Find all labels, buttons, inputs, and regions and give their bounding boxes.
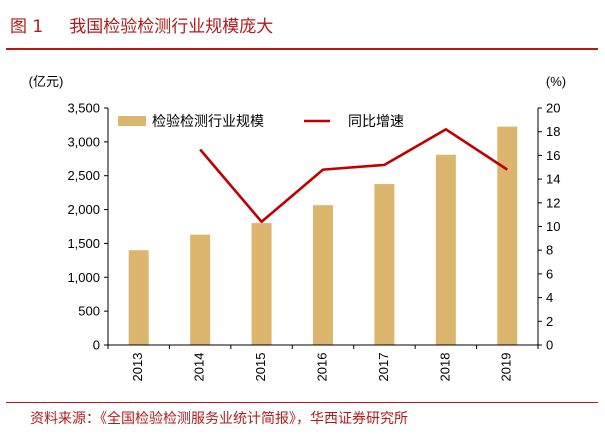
x-tick-label: 2014 bbox=[192, 353, 207, 382]
right-tick-label: 16 bbox=[546, 148, 560, 163]
right-tick-label: 0 bbox=[546, 338, 553, 353]
x-tick-label: 2013 bbox=[130, 353, 145, 382]
legend-swatch-bar bbox=[118, 116, 146, 126]
right-tick-label: 18 bbox=[546, 124, 560, 139]
bar-2018 bbox=[435, 154, 456, 345]
bar-2019 bbox=[497, 126, 518, 345]
bar-2017 bbox=[374, 184, 395, 345]
figure-label: 图 1 bbox=[10, 17, 44, 37]
plot-area: 0 500 1,000 1,500 2,000 2,500 3,000 3,500 0 2 4 6 8 1… bbox=[67, 101, 560, 382]
right-tick-label: 10 bbox=[546, 219, 560, 234]
figure-title: 图 1 我国检验检测行业规模庞大 bbox=[10, 12, 273, 37]
x-tick-label: 2016 bbox=[314, 353, 329, 382]
right-axis-unit: (%) bbox=[546, 74, 566, 89]
left-tick-label: 1,000 bbox=[67, 270, 100, 285]
bar-2014 bbox=[190, 234, 211, 345]
right-tick-label: 2 bbox=[546, 314, 553, 329]
left-tick-label: 0 bbox=[93, 338, 100, 353]
legend-label-bar: 检验检测行业规模 bbox=[152, 113, 264, 129]
x-tick-label: 2017 bbox=[376, 353, 391, 382]
left-axis-unit: (亿元) bbox=[29, 74, 64, 89]
right-tick-label: 20 bbox=[546, 101, 560, 116]
series-line-同比增速 bbox=[199, 128, 508, 224]
right-tick-label: 14 bbox=[546, 172, 560, 187]
left-tick-label: 2,000 bbox=[67, 202, 100, 217]
left-tick-label: 3,500 bbox=[67, 101, 100, 116]
x-tick-label: 2018 bbox=[437, 353, 452, 382]
bar-2016 bbox=[313, 205, 333, 345]
source-rule bbox=[6, 402, 598, 403]
left-tick-label: 500 bbox=[78, 304, 100, 319]
bar-2013 bbox=[128, 250, 149, 345]
right-tick-label: 12 bbox=[546, 195, 560, 210]
x-tick-label: 2015 bbox=[253, 353, 268, 382]
title-rule bbox=[6, 48, 598, 50]
left-tick-label: 2,500 bbox=[67, 168, 100, 183]
bar-2015 bbox=[251, 223, 272, 345]
figure-title-text: 我国检验检测行业规模庞大 bbox=[69, 17, 274, 37]
right-tick-label: 4 bbox=[546, 290, 553, 305]
right-tick-label: 8 bbox=[546, 243, 553, 258]
left-tick-label: 3,000 bbox=[67, 134, 100, 149]
legend-label-line: 同比增速 bbox=[348, 113, 404, 129]
source-note: 资料来源：《全国检验检测服务业统计简报》，华西证券研究所 bbox=[30, 411, 408, 427]
right-tick-label: 6 bbox=[546, 266, 553, 281]
left-tick-label: 1,500 bbox=[67, 236, 100, 251]
x-tick-label: 2019 bbox=[499, 353, 514, 382]
